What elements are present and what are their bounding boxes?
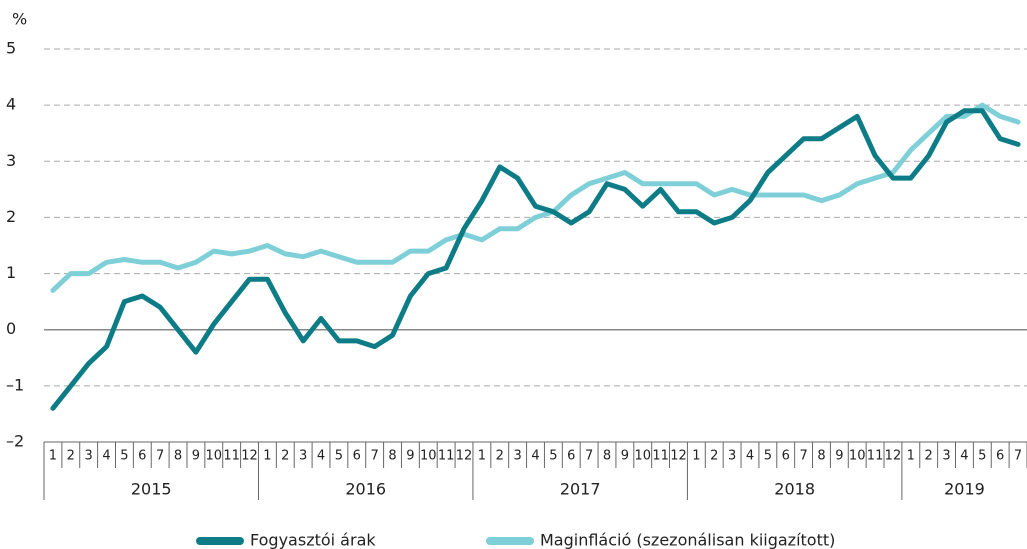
y-tick-label: 4 [6,95,16,114]
x-tick-label: 12 [670,449,687,464]
x-tick-label: 3 [299,449,307,464]
x-tick-label: 7 [585,449,593,464]
x-tick-label: 11 [223,449,240,464]
x-tick-label: 3 [513,449,521,464]
x-tick-label: 10 [849,449,866,464]
y-tick-label: 1 [6,263,16,282]
x-tick-label: 4 [102,449,110,464]
x-tick-label: 7 [799,449,807,464]
year-label: 2016 [345,480,386,499]
year-label: 2019 [944,480,985,499]
x-tick-label: 8 [388,449,396,464]
x-tick-label: 9 [406,449,414,464]
x-tick-label: 6 [996,449,1004,464]
x-tick-label: 8 [817,449,825,464]
y-tick-label: –1 [6,375,24,394]
x-tick-label: 1 [49,449,57,464]
x-tick-label: 11 [438,449,455,464]
x-tick-label: 6 [138,449,146,464]
x-tick-label: 1 [907,449,915,464]
series-line [50,108,1021,411]
x-tick-label: 6 [567,449,575,464]
y-tick-label: 5 [6,39,16,58]
x-tick-label: 2 [496,449,504,464]
x-tick-label: 8 [603,449,611,464]
x-tick-label: 11 [652,449,669,464]
legend-label: Maginfláció (szezonálisan kiigazított) [540,531,835,549]
x-tick-label: 7 [1014,449,1022,464]
x-tick-label: 9 [835,449,843,464]
x-tick-label: 7 [371,449,379,464]
x-tick-label: 1 [263,449,271,464]
x-tick-label: 6 [353,449,361,464]
x-tick-label: 2 [710,449,718,464]
x-tick-label: 5 [120,449,128,464]
x-tick-label: 3 [85,449,93,464]
x-tick-label: 8 [174,449,182,464]
y-tick-label: 0 [6,319,16,338]
x-tick-label: 12 [241,449,258,464]
x-tick-label: 5 [549,449,557,464]
year-label: 2015 [131,480,172,499]
y-tick-label: –2 [6,432,24,451]
x-tick-label: 11 [867,449,884,464]
y-tick-label: 3 [6,151,16,170]
x-tick-label: 3 [728,449,736,464]
x-tick-label: 10 [634,449,651,464]
series-line [50,102,1021,293]
x-tick-label: 4 [531,449,539,464]
x-tick-label: 4 [317,449,325,464]
x-tick-label: 4 [746,449,754,464]
x-tick-label: 10 [206,449,223,464]
x-tick-label: 12 [456,449,473,464]
x-tick-label: 7 [156,449,164,464]
x-tick-label: 1 [478,449,486,464]
x-tick-label: 1 [692,449,700,464]
x-tick-label: 5 [764,449,772,464]
y-unit: % [12,10,27,29]
x-tick-label: 5 [335,449,343,464]
legend-label: Fogyasztói árak [250,531,376,549]
year-label: 2018 [774,480,815,499]
x-tick-label: 2 [925,449,933,464]
x-tick-label: 12 [885,449,902,464]
x-tick-label: 2 [281,449,289,464]
x-tick-label: 2 [67,449,75,464]
y-tick-label: 2 [6,207,16,226]
x-tick-label: 5 [978,449,986,464]
x-tick-label: 9 [621,449,629,464]
x-tick-label: 3 [942,449,950,464]
year-label: 2017 [560,480,601,499]
x-tick-label: 9 [192,449,200,464]
x-tick-label: 6 [782,449,790,464]
x-tick-label: 4 [960,449,968,464]
x-tick-label: 10 [420,449,437,464]
